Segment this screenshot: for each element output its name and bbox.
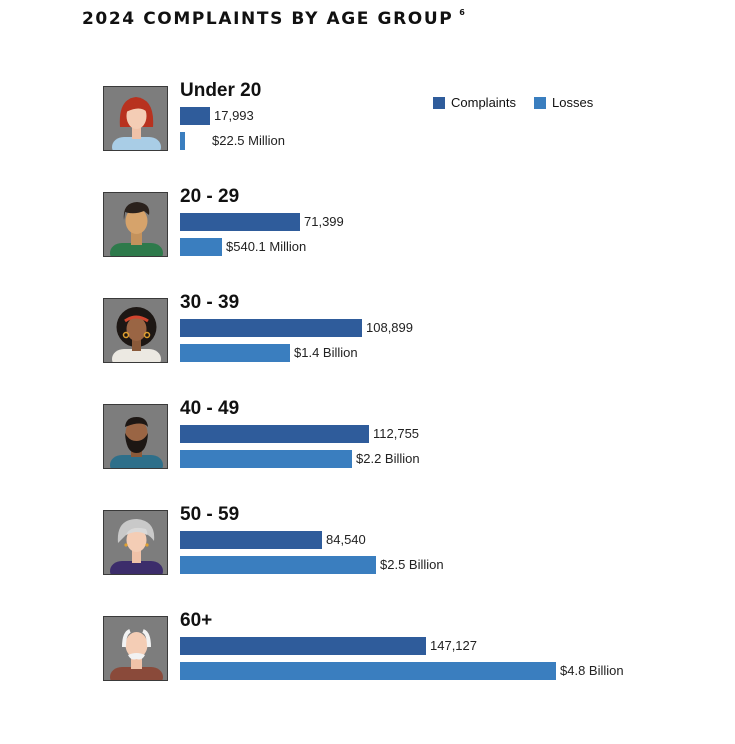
curly-haired-woman-icon: [103, 298, 168, 363]
complaints-value-label: 84,540: [326, 532, 366, 547]
complaints-value-label: 71,399: [304, 214, 344, 229]
complaints-value-label: 147,127: [430, 638, 477, 653]
losses-bar: [180, 662, 556, 680]
legend: Complaints Losses: [433, 95, 593, 110]
complaints-value-label: 17,993: [214, 108, 254, 123]
legend-swatch-losses: [534, 96, 547, 109]
gray-haired-woman-icon: [103, 510, 168, 575]
legend-item-complaints: Complaints: [433, 95, 516, 110]
age-group: 60+ 147,127 $4.8 Billion: [103, 610, 663, 706]
chart-title: 2024 COMPLAINTS BY AGE GROUP 6: [82, 8, 465, 29]
age-group: Under 20 17,993 $22.5 Million: [103, 80, 663, 176]
age-group: 30 - 39 108,899 $1.4 Billion: [103, 292, 663, 388]
legend-item-losses: Losses: [534, 95, 593, 110]
complaints-value-label: 108,899: [366, 320, 413, 335]
legend-swatch-complaints: [433, 96, 445, 109]
losses-value-label: $2.2 Billion: [356, 451, 420, 466]
losses-bar: [180, 132, 185, 150]
age-group-label: 50 - 59: [180, 504, 240, 525]
losses-bar: [180, 556, 376, 574]
footnote-marker: 6: [459, 8, 465, 17]
losses-value-label: $22.5 Million: [212, 133, 285, 148]
losses-bar: [180, 238, 222, 256]
age-group-label: 20 - 29: [180, 186, 240, 207]
age-group-label: Under 20: [180, 80, 262, 101]
complaints-bar: [180, 531, 322, 549]
complaints-value-label: 112,755: [373, 426, 420, 441]
complaints-bar: [180, 107, 210, 125]
age-group-label: 30 - 39: [180, 292, 240, 313]
red-haired-young-person-icon: [103, 86, 168, 151]
complaints-bar: [180, 319, 362, 337]
complaints-bar: [180, 213, 300, 231]
losses-bar: [180, 344, 290, 362]
age-group-label: 60+: [180, 610, 213, 631]
bearded-man-icon: [103, 404, 168, 469]
losses-value-label: $4.8 Billion: [560, 663, 624, 678]
complaints-bar: [180, 425, 369, 443]
young-man-icon: [103, 192, 168, 257]
legend-label-complaints: Complaints: [451, 95, 517, 110]
age-group-label: 40 - 49: [180, 398, 240, 419]
losses-value-label: $2.5 Billion: [380, 557, 444, 572]
losses-bar: [180, 450, 352, 468]
age-group: 50 - 59 84,540 $2.5 Billion: [103, 504, 663, 600]
complaints-bar: [180, 637, 426, 655]
losses-value-label: $540.1 Million: [226, 239, 307, 254]
legend-label-losses: Losses: [552, 95, 594, 110]
age-group: 20 - 29 71,399 $540.1 Million: [103, 186, 663, 282]
losses-value-label: $1.4 Billion: [294, 345, 358, 360]
elderly-man-icon: [103, 616, 168, 681]
age-group: 40 - 49 112,755 $2.2 Billion: [103, 398, 663, 494]
